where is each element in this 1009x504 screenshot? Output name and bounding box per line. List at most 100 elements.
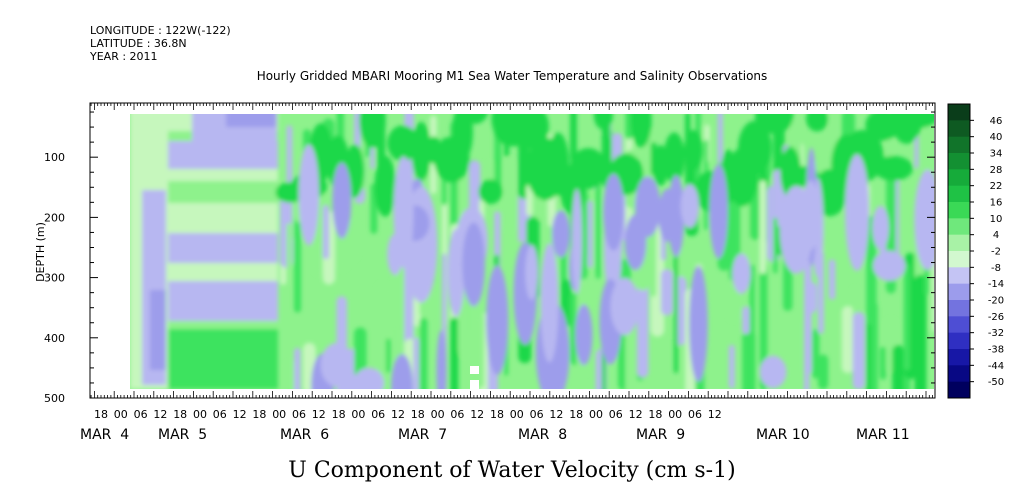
streak: [413, 295, 422, 327]
x-date-label: MAR 11: [856, 427, 910, 443]
colorbar-swatch: [948, 283, 970, 301]
x-hour-label: 18: [332, 408, 346, 421]
colorbar-label: 22: [990, 181, 1003, 192]
streak: [587, 200, 593, 268]
streak: [286, 125, 293, 225]
x-date-label: MAR 10: [756, 427, 810, 443]
streak: [742, 306, 750, 335]
colorbar-label: 28: [990, 165, 1003, 176]
deep-patch: [709, 164, 728, 259]
colorbar-swatch: [948, 349, 970, 366]
colorbar-swatch: [948, 300, 970, 317]
colorbar-swatch: [948, 185, 970, 203]
deep-patch: [571, 188, 583, 294]
x-hour-label: 00: [272, 408, 286, 421]
streak: [749, 264, 755, 366]
x-hour-label: 18: [490, 408, 504, 421]
streak: [450, 317, 459, 389]
chart-title: Hourly Gridded MBARI Mooring M1 Sea Wate…: [257, 69, 768, 83]
plot-frame: [89, 102, 936, 399]
colorbar-swatch: [948, 381, 970, 399]
streak: [526, 184, 533, 216]
x-hour-label: 00: [193, 408, 207, 421]
x-date-label: MAR 4: [80, 427, 129, 443]
colorbar-swatch: [948, 120, 970, 138]
upper-blob: [593, 114, 613, 130]
deep-patch: [689, 265, 708, 382]
colorbar-label: -8: [991, 263, 1001, 274]
band: [168, 169, 278, 182]
deep-patch: [298, 144, 320, 246]
x-hour-label: 06: [292, 408, 306, 421]
x-hour-label: 18: [411, 408, 425, 421]
x-hour-label: 00: [114, 408, 128, 421]
deep-patch: [873, 250, 906, 281]
x-hour-label: 18: [648, 408, 662, 421]
year-label: YEAR : 2011: [89, 50, 158, 63]
left-column: [150, 290, 166, 370]
upper-blob: [374, 155, 396, 217]
deep-patch: [759, 355, 787, 389]
streak: [759, 180, 767, 274]
colorbar-label: -38: [988, 345, 1004, 356]
y-tick-label: 100: [44, 151, 65, 164]
upper-blob: [359, 114, 386, 149]
colorbar-label: -14: [988, 279, 1004, 290]
streak: [759, 263, 768, 389]
streak: [419, 317, 428, 389]
deep-patch: [634, 176, 661, 238]
streak: [385, 338, 391, 373]
band: [168, 263, 278, 282]
streak: [595, 161, 601, 279]
streak: [377, 317, 388, 389]
upper-blob: [451, 114, 474, 161]
deep-patch: [603, 173, 624, 251]
deep-patch: [462, 222, 486, 307]
colorbar-swatch: [948, 234, 970, 252]
streak: [914, 274, 927, 389]
streak: [773, 169, 784, 227]
streak: [879, 346, 887, 380]
deep-patch: [387, 233, 403, 276]
deep-patch: [872, 205, 889, 250]
field-blobs: [130, 114, 934, 389]
latitude-label: LATITUDE : 36.8N: [90, 37, 187, 50]
x-hour-label: 12: [708, 408, 722, 421]
colorbar-label: -20: [988, 296, 1004, 307]
x-hour-label: 06: [371, 408, 385, 421]
x-hour-label: 00: [668, 408, 682, 421]
heatmap-field: [130, 114, 934, 389]
x-hour-label: 06: [530, 408, 544, 421]
colorbar-swatch: [948, 365, 970, 383]
deep-patch: [486, 265, 509, 375]
streak: [354, 327, 367, 378]
streak: [717, 114, 723, 164]
streak: [636, 260, 649, 291]
upper-blob: [754, 114, 794, 134]
deep-patch: [551, 210, 570, 258]
x-hour-label: 12: [233, 408, 247, 421]
x-hour-label: 12: [470, 408, 484, 421]
x-date-label: MAR 9: [636, 427, 685, 443]
deep-patch: [320, 342, 354, 387]
streak: [673, 240, 678, 373]
streak: [660, 269, 673, 316]
x-hour-label: 06: [609, 408, 623, 421]
streak: [570, 114, 577, 163]
upper-blob: [901, 114, 934, 128]
deep-patch: [610, 278, 639, 336]
colorbar-swatch: [948, 169, 970, 187]
y-tick-label: 300: [44, 272, 65, 285]
streak: [346, 220, 358, 260]
deep-patch: [845, 154, 870, 271]
deep-patch: [658, 188, 678, 242]
deep-patch: [779, 185, 814, 274]
deep-patch: [391, 354, 413, 389]
x-hour-label: 18: [569, 408, 583, 421]
deep-patch: [575, 304, 593, 366]
streak: [322, 204, 330, 260]
x-hour-label: 18: [173, 408, 187, 421]
band: [168, 181, 278, 204]
streak: [625, 330, 632, 389]
streak: [903, 263, 911, 371]
